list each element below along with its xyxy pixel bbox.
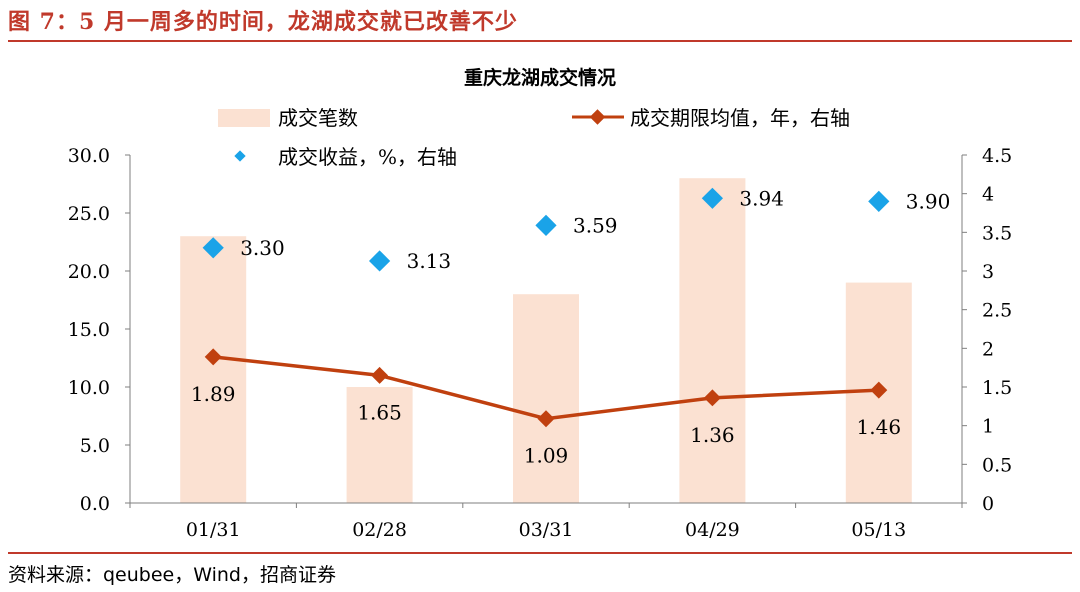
- bar: [513, 294, 579, 503]
- legend-swatch-line-marker: [589, 109, 606, 125]
- line-point: [204, 348, 222, 366]
- chart-title: 重庆龙湖成交情况: [464, 66, 616, 89]
- bar: [346, 387, 413, 503]
- right-tick-label: 4.5: [982, 145, 1012, 167]
- left-tick-label: 10.0: [68, 377, 110, 399]
- right-tick-label: 2.5: [982, 300, 1012, 322]
- scatter-point: [535, 214, 557, 236]
- right-tick-label: 1.5: [982, 377, 1012, 399]
- legend-swatch-bars: [218, 109, 270, 127]
- left-tick-label: 25.0: [68, 203, 110, 225]
- scatter-point: [368, 250, 391, 272]
- scatter-data-label: 3.13: [407, 249, 452, 273]
- line-point: [371, 366, 389, 384]
- plot-area: 0.0 5.0 10.0 15.0 20.0 25.0 30.0 0 0.5 1 1.5 2 2.5 3 3…: [68, 145, 1013, 541]
- scatter-point: [868, 190, 890, 213]
- right-tick-label: 1: [982, 416, 994, 438]
- source-note: 资料来源：qeubee，Wind，招商证券: [8, 564, 336, 586]
- right-tick-label: 2: [982, 338, 994, 360]
- legend-swatch-scatter: [234, 150, 246, 162]
- scatter-data-label: 3.59: [573, 213, 618, 237]
- scatter-data-label: 3.90: [906, 189, 951, 213]
- left-tick-label: 30.0: [68, 145, 110, 167]
- line-data-label: 1.36: [690, 423, 735, 447]
- scatter-data-label: 3.94: [739, 186, 784, 210]
- x-tick-label: 05/13: [851, 519, 906, 541]
- footer-rule: [8, 552, 1072, 554]
- line-point: [870, 381, 888, 399]
- right-tick-label: 3.5: [982, 222, 1012, 244]
- left-tick-label: 5.0: [80, 435, 110, 457]
- x-tick-label: 04/29: [685, 519, 740, 541]
- x-tick-label: 01/31: [186, 519, 241, 541]
- right-tick-label: 0.5: [982, 454, 1012, 476]
- left-tick-label: 15.0: [68, 319, 110, 341]
- line-data-label: 1.46: [857, 415, 902, 439]
- left-tick-label: 0.0: [80, 493, 110, 515]
- title-rule: [8, 40, 1072, 42]
- legend-label-scatter: 成交收益，%，右轴: [278, 145, 457, 169]
- scatter-data-label: 3.30: [240, 236, 285, 260]
- x-tick-label: 03/31: [519, 519, 574, 541]
- right-tick-label: 4: [982, 184, 994, 206]
- scatter-point: [202, 237, 224, 259]
- line-data-label: 1.89: [191, 382, 236, 406]
- legend-label-bars: 成交笔数: [278, 106, 358, 130]
- left-tick-label: 20.0: [68, 261, 110, 283]
- figure-title: 图 7：5 月一周多的时间，龙湖成交就已改善不少: [8, 9, 518, 35]
- x-tick-label: 02/28: [352, 519, 407, 541]
- scatter-point: [701, 187, 724, 209]
- legend-label-line: 成交期限均值，年，右轴: [630, 106, 850, 130]
- line-point: [703, 389, 721, 407]
- right-tick-label: 0: [982, 493, 994, 515]
- line-data-label: 1.65: [357, 400, 402, 424]
- line-point: [537, 410, 555, 428]
- bar: [679, 178, 746, 503]
- bar: [180, 236, 247, 503]
- right-tick-label: 3: [982, 261, 994, 283]
- line-data-label: 1.09: [524, 444, 569, 468]
